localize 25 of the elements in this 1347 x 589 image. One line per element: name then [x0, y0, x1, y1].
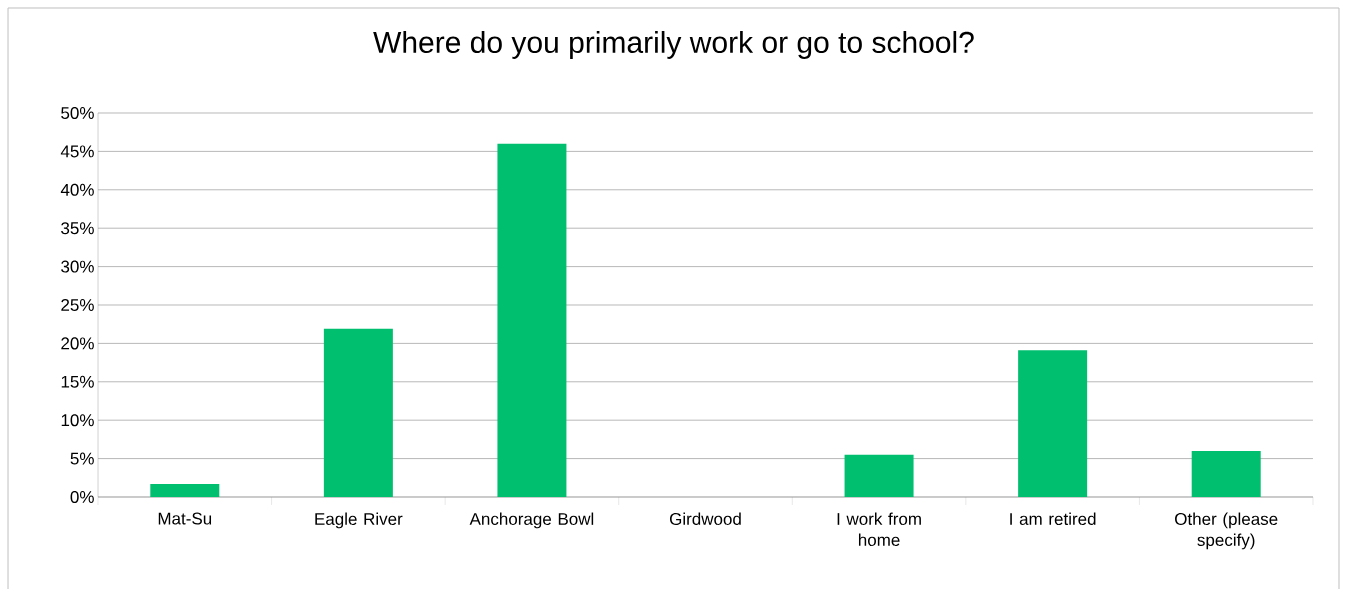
- y-tick-label: 40%: [60, 183, 94, 196]
- y-tick-label: 20%: [61, 337, 94, 350]
- bar: [1018, 350, 1088, 497]
- y-tick-label: 0%: [70, 490, 94, 504]
- y-tick-label: 35%: [61, 222, 94, 235]
- bar: [150, 483, 220, 497]
- y-tick-label: 25%: [61, 298, 94, 312]
- y-tick-label: 15%: [61, 375, 94, 388]
- bar: [323, 328, 393, 497]
- y-tick-label: 50%: [61, 106, 94, 120]
- x-tick-label: Girdwood: [669, 512, 741, 526]
- x-tick-label: I am retired: [1010, 512, 1096, 526]
- chart-title: Where do you primarily work or go to school?: [373, 31, 974, 59]
- x-tick-label: Anchorage Bowl: [469, 512, 594, 529]
- y-tick-label: 10%: [61, 414, 94, 427]
- bar: [1191, 450, 1261, 497]
- x-tick-label: Mat-Su: [158, 512, 212, 525]
- x-tick-label: Other (please specify): [1175, 512, 1278, 550]
- x-tick-label: Eagle River: [315, 512, 403, 529]
- y-tick-label: 45%: [60, 145, 94, 158]
- bar: [497, 143, 567, 497]
- y-tick-label: 30%: [61, 260, 94, 273]
- y-tick-label: 5%: [70, 452, 94, 465]
- bar: [844, 454, 914, 497]
- x-tick-label: I work from home: [837, 512, 921, 547]
